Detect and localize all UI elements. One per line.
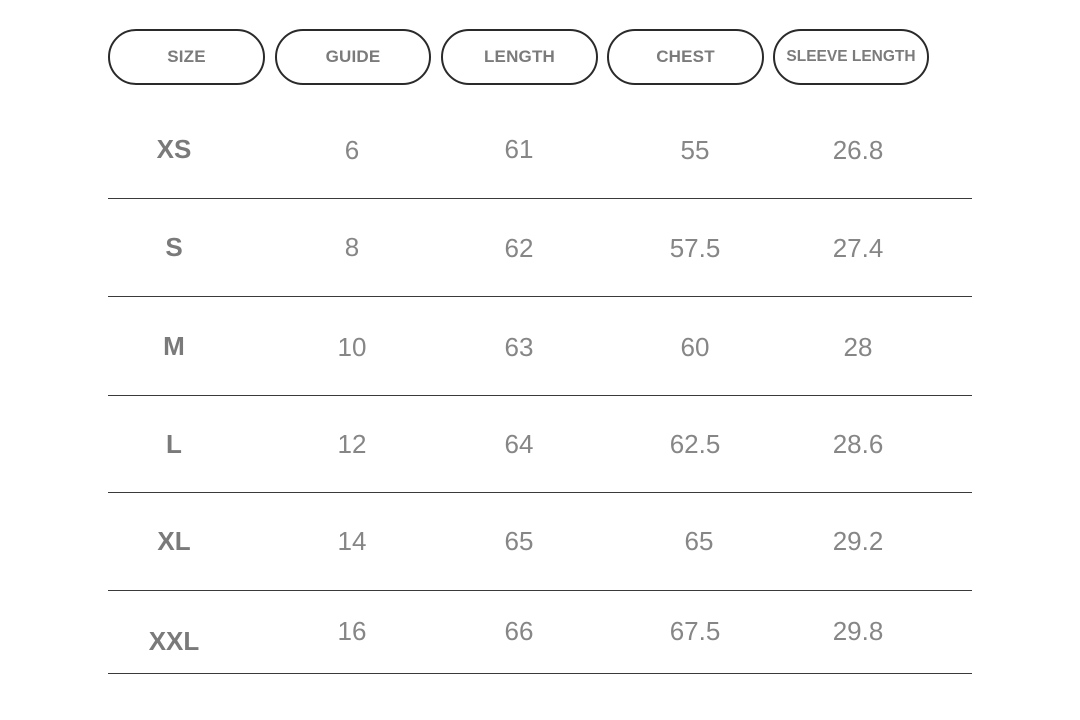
chest-cell: 65: [684, 526, 714, 556]
size-cell: S: [165, 232, 183, 262]
sleeve-cell: 28: [843, 332, 873, 362]
size-cell: M: [163, 331, 185, 361]
guide-cell: 14: [337, 526, 367, 556]
size-cell: XL: [157, 526, 191, 556]
chest-cell: 67.5: [669, 616, 721, 646]
chest-cell: 62.5: [669, 429, 721, 459]
header-length[interactable]: LENGTH: [441, 29, 598, 85]
chest-cell: 60: [680, 332, 710, 362]
header-size[interactable]: SIZE: [108, 29, 265, 85]
length-cell: 62: [504, 233, 534, 263]
header-sleeve-length[interactable]: SLEEVE LENGTH: [773, 29, 929, 85]
length-cell: 61: [504, 134, 534, 164]
length-cell: 65: [504, 526, 534, 556]
row-divider: [108, 198, 972, 199]
chest-cell: 55: [680, 135, 710, 165]
sleeve-cell: 28.6: [832, 429, 884, 459]
length-cell: 64: [504, 429, 534, 459]
row-divider: [108, 395, 972, 396]
size-cell: L: [166, 429, 182, 459]
row-divider: [108, 590, 972, 591]
guide-cell: 16: [337, 616, 367, 646]
guide-cell: 12: [337, 429, 367, 459]
sleeve-cell: 29.8: [832, 616, 884, 646]
row-divider: [108, 673, 972, 674]
guide-cell: 6: [344, 135, 360, 165]
length-cell: 63: [504, 332, 534, 362]
row-divider: [108, 492, 972, 493]
sleeve-cell: 27.4: [832, 233, 884, 263]
chest-cell: 57.5: [669, 233, 721, 263]
guide-cell: 10: [337, 332, 367, 362]
sleeve-cell: 29.2: [832, 526, 884, 556]
guide-cell: 8: [344, 232, 360, 262]
sleeve-cell: 26.8: [832, 135, 884, 165]
row-divider: [108, 296, 972, 297]
length-cell: 66: [504, 616, 534, 646]
header-guide[interactable]: GUIDE: [275, 29, 431, 85]
header-chest[interactable]: CHEST: [607, 29, 764, 85]
size-cell: XS: [156, 134, 192, 164]
size-cell: XXL: [148, 626, 200, 656]
